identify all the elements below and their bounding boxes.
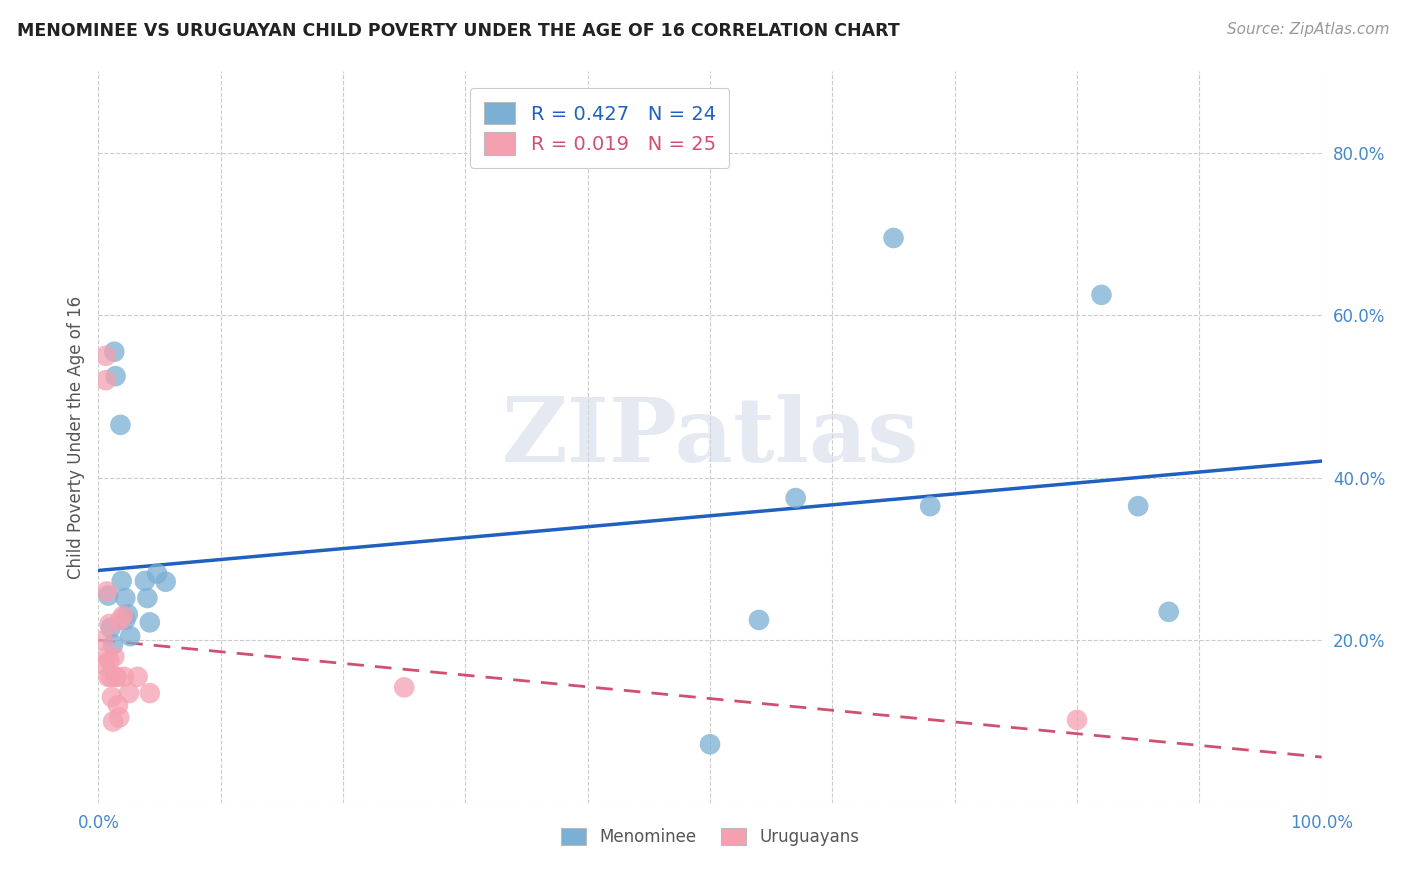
Point	[110, 613, 132, 627]
Point	[136, 591, 159, 605]
Point	[101, 714, 124, 729]
Point	[134, 574, 156, 588]
Point	[1157, 605, 1180, 619]
Point	[920, 499, 942, 513]
Text: MENOMINEE VS URUGUAYAN CHILD POVERTY UNDER THE AGE OF 16 CORRELATION CHART: MENOMINEE VS URUGUAYAN CHILD POVERTY UND…	[17, 22, 900, 40]
Point	[97, 589, 120, 603]
Point	[91, 633, 114, 648]
Point	[117, 607, 139, 622]
Point	[1066, 713, 1088, 727]
Text: Source: ZipAtlas.com: Source: ZipAtlas.com	[1226, 22, 1389, 37]
Point	[1128, 499, 1150, 513]
Point	[101, 637, 124, 651]
Point	[100, 670, 122, 684]
Point	[93, 657, 115, 672]
Point	[105, 670, 128, 684]
Point	[785, 491, 807, 505]
Text: ZIPatlas: ZIPatlas	[502, 393, 918, 481]
Point	[1090, 288, 1112, 302]
Point	[112, 670, 135, 684]
Point	[94, 373, 117, 387]
Point	[104, 670, 127, 684]
Point	[114, 613, 136, 627]
Point	[748, 613, 770, 627]
Point	[120, 629, 142, 643]
Point	[110, 417, 132, 432]
Legend: Menominee, Uruguayans: Menominee, Uruguayans	[554, 822, 866, 853]
Point	[94, 349, 117, 363]
Point	[111, 574, 134, 588]
Point	[100, 621, 122, 635]
Point	[392, 681, 416, 695]
Point	[139, 686, 162, 700]
Point	[103, 649, 125, 664]
Point	[699, 737, 721, 751]
Point	[104, 369, 127, 384]
Point	[96, 584, 118, 599]
Point	[98, 654, 121, 668]
Point	[103, 344, 125, 359]
Point	[108, 710, 131, 724]
Point	[98, 617, 121, 632]
Point	[101, 690, 124, 705]
Point	[114, 591, 136, 605]
Point	[155, 574, 177, 589]
Point	[111, 608, 134, 623]
Y-axis label: Child Poverty Under the Age of 16: Child Poverty Under the Age of 16	[66, 295, 84, 579]
Point	[107, 698, 129, 713]
Point	[139, 615, 162, 630]
Point	[96, 649, 118, 664]
Point	[146, 566, 169, 581]
Point	[118, 686, 141, 700]
Point	[97, 670, 120, 684]
Point	[883, 231, 905, 245]
Point	[127, 670, 149, 684]
